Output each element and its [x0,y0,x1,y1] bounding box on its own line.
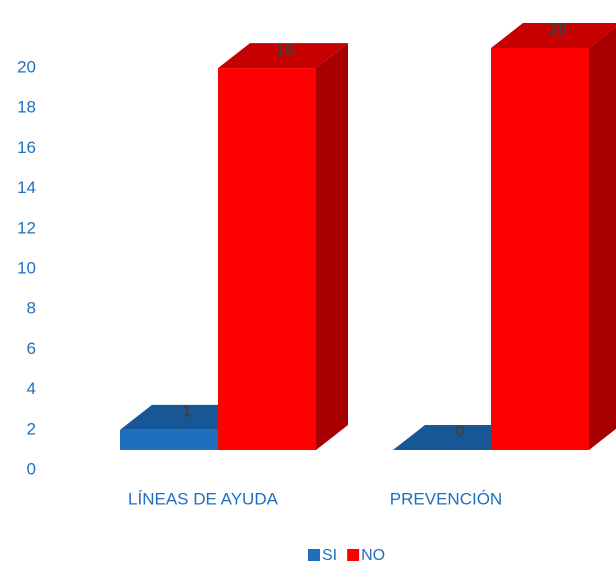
bar [120,429,218,450]
y-tick-label: 16 [17,138,36,157]
legend-swatch [308,549,320,561]
y-tick-label: 2 [27,419,36,438]
y-tick-label: 12 [17,218,36,237]
bar-top [393,425,523,450]
legend-label: SI [322,547,337,564]
value-label: 1 [183,404,192,421]
y-tick-label: 18 [17,98,36,117]
legend-swatch [347,549,360,561]
bar-top [491,23,616,48]
x-tick-label: LÍNEAS DE AYUDA [128,489,279,508]
y-tick-label: 6 [27,339,36,358]
y-tick-label: 4 [27,379,36,398]
bar-top [120,404,250,430]
value-label: 20 [549,22,567,39]
bar-side [316,43,348,450]
y-tick-label: 10 [17,258,36,277]
y-tick-label: 20 [17,57,36,76]
legend-label: NO [361,547,385,564]
y-tick-label: 14 [17,178,36,197]
bar [491,48,589,450]
bar-side [589,26,616,450]
bar-top [218,43,348,69]
x-tick-label: PREVENCIÓN [390,489,502,508]
y-tick-label: 8 [27,299,36,318]
value-label: 0 [456,424,465,441]
bar [218,68,316,450]
y-tick-label: 0 [27,459,36,478]
value-label: 19 [276,42,294,59]
